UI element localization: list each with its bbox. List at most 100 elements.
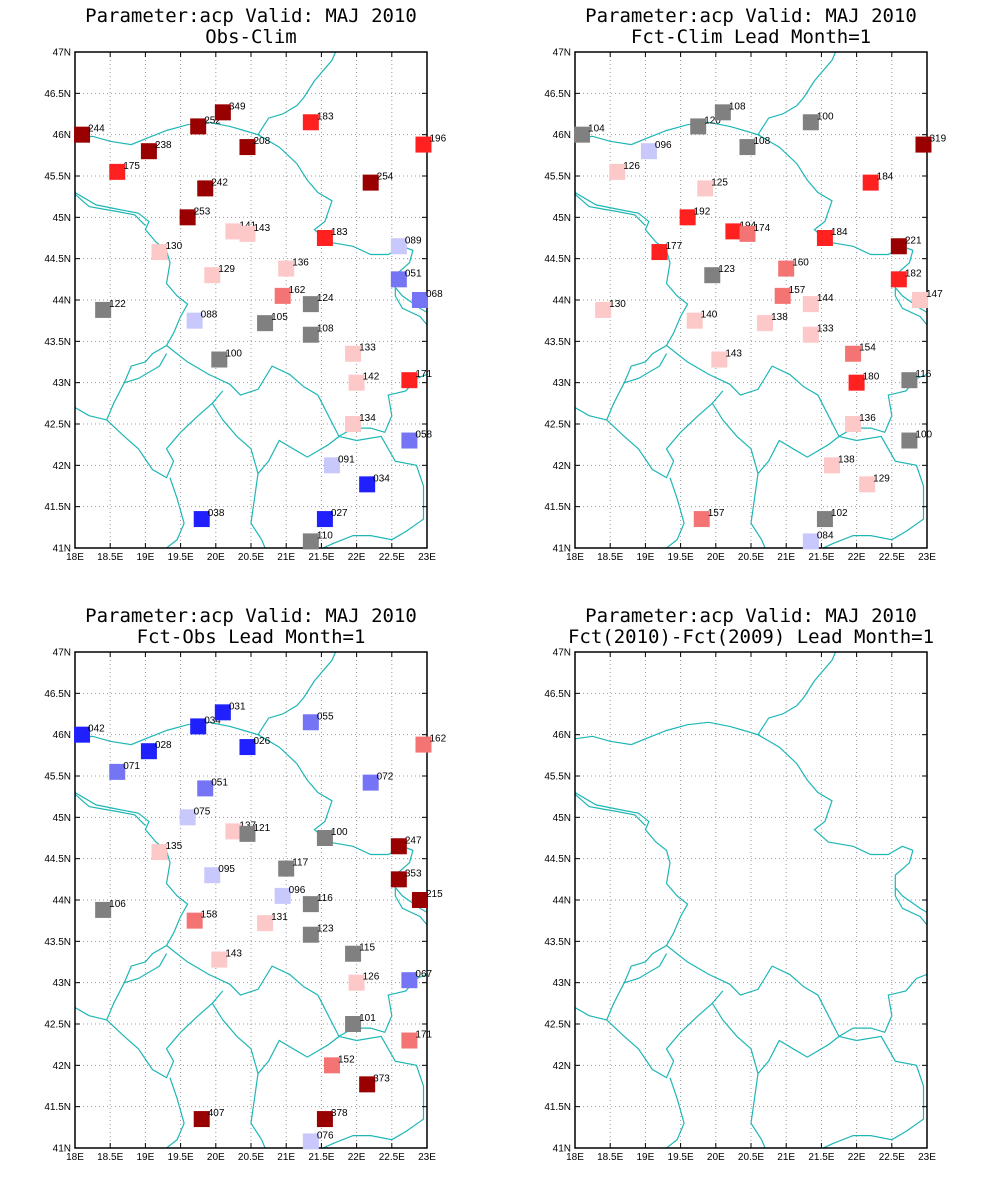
station-square (274, 887, 291, 904)
station-value-label: 106 (109, 899, 126, 910)
station-marker: 157 (693, 508, 725, 528)
station-square (302, 896, 319, 913)
x-tick-label: 22E (848, 552, 866, 563)
border-line (321, 435, 425, 548)
station-value-label: 130 (165, 241, 182, 252)
y-tick-label: 43N (53, 378, 71, 389)
station-square (774, 287, 791, 304)
station-square (901, 432, 918, 449)
station-square (697, 180, 714, 197)
station-square (816, 230, 833, 246)
station-value-label: 108 (317, 324, 334, 335)
x-tick-label: 18.5E (97, 552, 123, 563)
station-marker: 147 (911, 289, 943, 308)
station-marker: 072 (362, 772, 394, 791)
station-square (595, 301, 612, 318)
station-square (348, 374, 365, 391)
station-value-label: 095 (218, 864, 235, 875)
station-square (390, 271, 407, 288)
station-value-label: 026 (253, 736, 270, 747)
station-value-label: 143 (225, 949, 242, 960)
y-tick-label: 45N (53, 213, 71, 224)
station-marker: 162 (415, 734, 447, 753)
y-tick-label: 45.5N (44, 772, 71, 783)
station-marker: 133 (802, 324, 834, 343)
station-value-label: 125 (711, 177, 728, 188)
x-tick-label: 20E (207, 552, 225, 563)
station-value-label: 140 (701, 310, 718, 321)
station-marker: 208 (239, 136, 271, 156)
y-tick-label: 43N (553, 978, 571, 989)
station-square (693, 511, 710, 528)
y-tick-label: 42.5N (544, 420, 571, 431)
station-value-label: 131 (271, 912, 288, 923)
station-square (411, 292, 428, 308)
station-value-label: 171 (415, 1030, 432, 1041)
station-marker: 096 (640, 140, 672, 160)
station-value-label: 121 (253, 823, 270, 834)
x-tick-label: 21.5E (308, 1152, 334, 1163)
station-value-label: 378 (331, 1108, 348, 1119)
station-marker: 034 (190, 715, 221, 735)
station-value-label: 136 (292, 258, 309, 269)
station-square (401, 1032, 418, 1049)
station-value-label: 108 (753, 136, 770, 147)
y-tick-label: 46N (53, 130, 71, 141)
station-marker: 183 (316, 227, 348, 246)
station-marker: 124 (302, 293, 334, 313)
station-value-label: 254 (377, 172, 394, 183)
station-value-label: 208 (253, 136, 270, 147)
border-line (75, 191, 189, 421)
station-square (109, 763, 126, 780)
x-tick-label: 22.5E (379, 552, 405, 563)
x-tick-label: 22.5E (879, 1152, 905, 1163)
y-tick-label: 45.5N (44, 172, 71, 183)
station-square (802, 296, 819, 313)
station-marker: 131 (257, 912, 288, 932)
station-value-label: 373 (373, 1073, 390, 1084)
station-marker: 158 (186, 910, 218, 929)
station-value-label: 253 (194, 206, 211, 217)
station-value-label: 252 (204, 115, 221, 126)
station-marker: 130 (595, 299, 626, 318)
x-tick-label: 19E (637, 1152, 655, 1163)
station-value-label: 102 (831, 508, 848, 519)
border-line (838, 973, 927, 1037)
x-tick-label: 23E (418, 552, 436, 563)
station-square (725, 223, 742, 240)
station-value-label: 120 (704, 115, 721, 126)
station-square (278, 860, 295, 877)
station-square (679, 209, 696, 226)
station-value-label: 096 (655, 140, 672, 151)
station-marker: 138 (757, 312, 788, 332)
station-marker: 096 (274, 885, 306, 904)
station-square (862, 174, 879, 191)
x-tick-label: 20E (707, 1152, 725, 1163)
station-value-label: 175 (123, 161, 140, 172)
station-marker: 143 (211, 949, 242, 968)
station-marker: 152 (323, 1054, 355, 1074)
station-marker: 105 (257, 312, 288, 332)
station-marker: 319 (915, 134, 947, 153)
y-tick-label: 42N (553, 1061, 571, 1072)
station-value-label: 407 (208, 1108, 225, 1119)
border-line (394, 287, 427, 313)
station-value-label: 100 (817, 111, 834, 122)
station-square (151, 244, 168, 261)
station-value-label: 136 (859, 413, 876, 424)
station-value-label: 133 (359, 343, 376, 354)
station-value-label: 100 (225, 349, 242, 360)
station-value-label: 221 (905, 235, 922, 246)
y-tick-label: 47N (553, 648, 571, 659)
station-square (345, 945, 362, 962)
station-square (711, 351, 728, 368)
station-value-label: 034 (373, 473, 390, 484)
station-value-label: 091 (338, 454, 355, 465)
station-marker: 038 (193, 508, 225, 528)
station-value-label: 027 (331, 508, 348, 519)
station-marker: 071 (109, 761, 140, 780)
x-tick-label: 18E (566, 1152, 584, 1163)
station-value-label: 183 (331, 227, 348, 238)
station-square (651, 244, 668, 261)
x-tick-label: 21E (777, 1152, 795, 1163)
